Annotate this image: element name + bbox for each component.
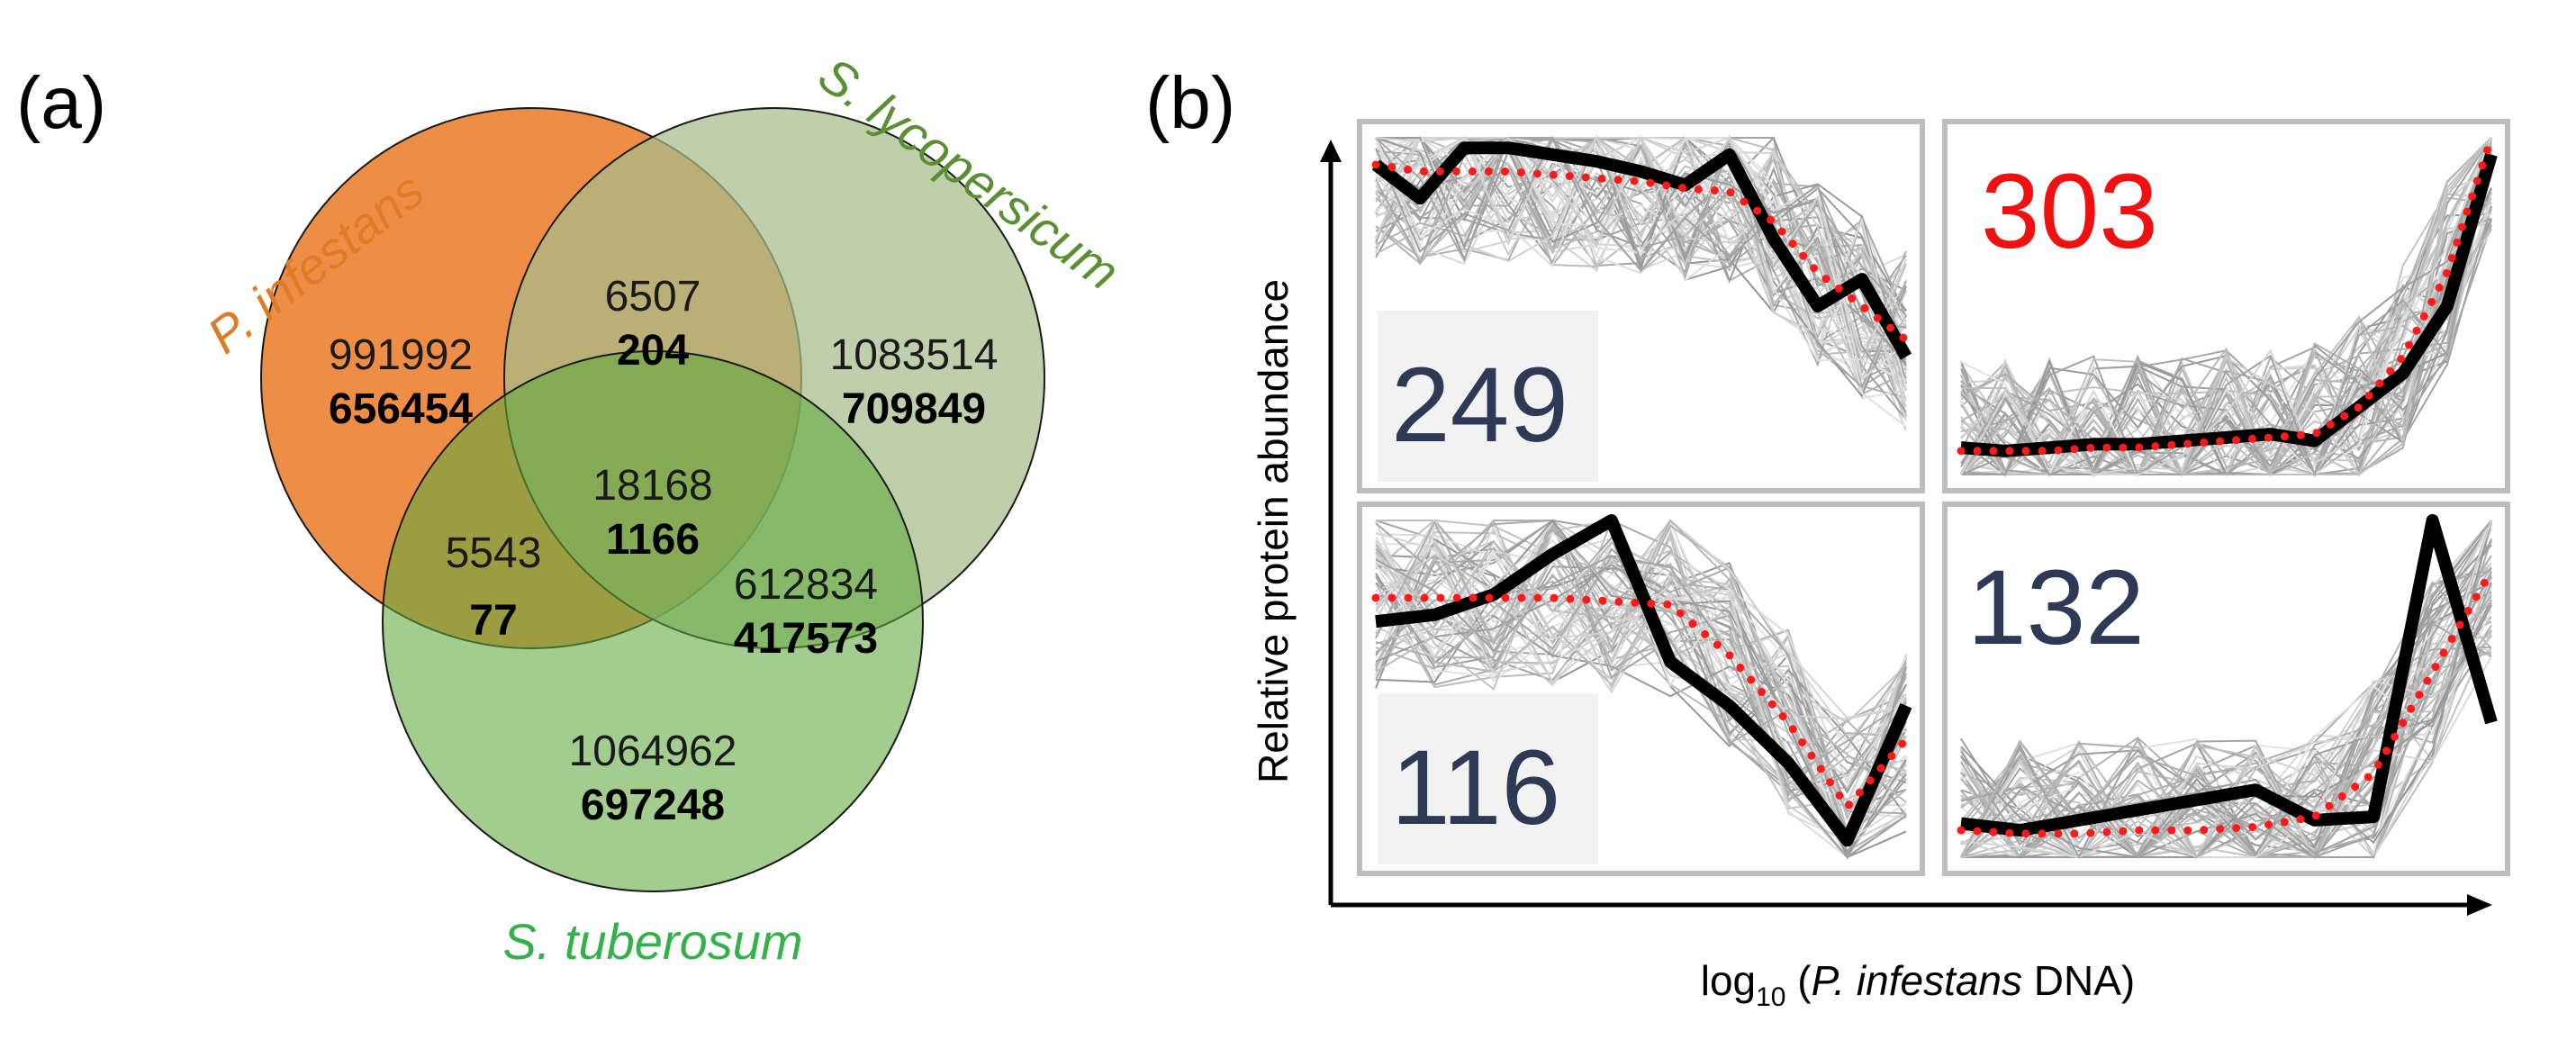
- cluster-1-mean-profile-line: [1960, 152, 2498, 457]
- cluster-3-model-profile-line: [1957, 566, 2496, 838]
- cluster-1-count: 303: [1981, 152, 2158, 271]
- cluster-3-trace: [1960, 571, 2492, 860]
- cluster-box-3: 132: [1942, 502, 2510, 876]
- region-p-l-bold: 204: [617, 327, 689, 375]
- cluster-1-trace: [1960, 137, 2492, 475]
- cluster-2-trace: [1375, 546, 1907, 782]
- cluster-1-trace: [1960, 137, 2492, 475]
- y-axis-arrowhead: [1320, 140, 1342, 162]
- cluster-0-count-panel: [1378, 311, 1598, 482]
- cluster-2-trace: [1375, 555, 1907, 860]
- cluster-2-trace: [1375, 519, 1907, 793]
- cluster-2-trace: [1375, 533, 1907, 860]
- cluster-1-profiles: [1957, 133, 2498, 457]
- cluster-2-mean-profile-line: [1375, 514, 1912, 847]
- cluster-3-mean-profile-line: [1960, 514, 2498, 837]
- cluster-1-trace: [1960, 137, 2492, 476]
- cluster-3-trace: [1960, 628, 2492, 859]
- cluster-0-trace: [1375, 136, 1907, 390]
- region-l-t-bold: 417573: [734, 615, 878, 663]
- cluster-3-trace: [1961, 604, 2492, 858]
- cluster-1-model-profile-line: [1957, 133, 2496, 456]
- cluster-1-trace: [1960, 173, 2492, 476]
- set-label-s-tuberosum: S. tuberosum: [502, 913, 802, 970]
- cluster-0-trace: [1375, 134, 1907, 363]
- cluster-0-trace: [1375, 135, 1907, 413]
- panel-b-label: (b): [1145, 62, 1235, 144]
- cluster-3-trace: [1960, 520, 2492, 860]
- region-p-l-t-bold: 1166: [606, 516, 700, 564]
- region-l-only-total: 1083514: [830, 331, 999, 379]
- cluster-0-profiles: [1371, 141, 1912, 360]
- cluster-0-trace: [1375, 135, 1907, 366]
- cluster-1-trace: [1960, 137, 2492, 475]
- cluster-1-trace: [1960, 137, 2492, 477]
- cluster-2-trace: [1375, 556, 1907, 813]
- cluster-0-trace: [1375, 145, 1907, 367]
- x-axis-label: log10 (P. infestans DNA): [1701, 957, 2136, 1012]
- cluster-2-profiles: [1371, 514, 1912, 847]
- region-p-l-total: 6507: [605, 273, 701, 321]
- cluster-2-trace: [1375, 553, 1907, 720]
- cluster-3-trace: [1960, 520, 2492, 859]
- region-l-only-bold: 709849: [842, 385, 986, 433]
- cluster-0-trace: [1375, 137, 1907, 417]
- region-l-t-total: 612834: [734, 561, 878, 609]
- cluster-0-count: 249: [1391, 346, 1568, 465]
- cluster-3-count: 132: [1967, 548, 2145, 667]
- region-p-t-bold: 77: [469, 597, 517, 645]
- cluster-3-profiles: [1957, 514, 2498, 838]
- cluster-box-0: 249: [1357, 119, 1925, 493]
- cluster-1-trace: [1960, 137, 2492, 475]
- cluster-3-trace: [1960, 610, 2492, 859]
- cluster-box-2: 116: [1357, 502, 1925, 876]
- cluster-2-trace: [1375, 539, 1907, 801]
- cluster-2-trace: [1375, 539, 1907, 724]
- y-axis-label: Relative protein abundance: [1250, 279, 1297, 783]
- cluster-2-count: 116: [1391, 728, 1560, 847]
- x-axis-arrowhead: [2467, 894, 2492, 916]
- panel-a: (a) P. infestans S. lycopersicum S. tube…: [16, 46, 1130, 970]
- region-t-only-bold: 697248: [581, 782, 725, 829]
- cluster-2-count-panel: [1378, 693, 1598, 864]
- region-p-only-total: 991992: [329, 331, 473, 379]
- venn-circle-s-tuberosum: [382, 350, 924, 892]
- region-p-l-t-total: 18168: [592, 462, 712, 510]
- region-p-t-total: 5543: [446, 529, 542, 577]
- panel-a-label: (a): [16, 62, 106, 144]
- cluster-0-mean-profile-line: [1371, 141, 1912, 360]
- region-p-only-bold: 656454: [329, 385, 473, 433]
- cluster-box-1: 303: [1942, 119, 2510, 493]
- cluster-1-trace: [1960, 137, 2492, 477]
- panel-b: (b) Relative protein abundance log10 (P.…: [1145, 62, 2510, 1012]
- cluster-3-trace: [1960, 599, 2492, 858]
- cluster-2-trace: [1375, 577, 1907, 846]
- region-t-only-total: 1064962: [569, 728, 737, 775]
- cluster-0-trace: [1375, 135, 1907, 336]
- cluster-2-trace: [1375, 536, 1907, 817]
- cluster-1-trace: [1961, 137, 2492, 478]
